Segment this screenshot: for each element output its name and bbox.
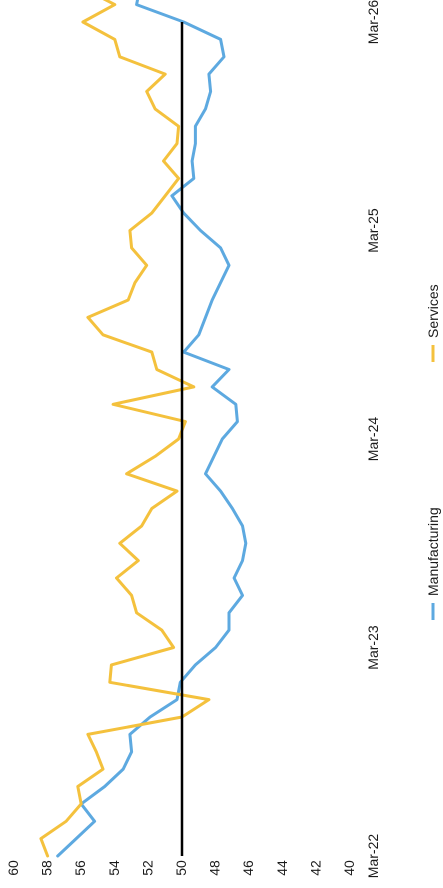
y-tick-label: 52	[139, 860, 155, 876]
y-tick-label: 48	[207, 860, 223, 876]
y-tick-label: 44	[274, 860, 290, 876]
y-axis-ticks: 40 42 44 46 48 50 52 54 56 58 60	[5, 860, 357, 876]
y-tick-label: 50	[173, 860, 189, 876]
x-axis-ticks: Mar-22 Mar-23 Mar-24 Mar-25 Mar-26	[365, 0, 381, 878]
legend-label-manufacturing: Manufacturing	[425, 507, 441, 596]
x-tick-label: Mar-22	[365, 834, 381, 879]
x-tick-label: Mar-23	[365, 625, 381, 670]
y-tick-label: 46	[240, 860, 256, 876]
y-tick-label: 60	[5, 860, 21, 876]
y-tick-label: 58	[39, 860, 55, 876]
series-layer	[39, 0, 248, 858]
x-tick-label: Mar-24	[365, 417, 381, 462]
series-line-services	[39, 0, 211, 858]
x-tick-label: Mar-26	[365, 0, 381, 44]
series-line-manufacturing	[56, 0, 248, 858]
x-tick-label: Mar-25	[365, 208, 381, 253]
y-tick-label: 40	[341, 860, 357, 876]
legend-label-services: Services	[425, 284, 441, 338]
y-tick-label: 54	[106, 860, 122, 876]
y-tick-label: 56	[72, 860, 88, 876]
legend: Manufacturing Services	[425, 284, 441, 620]
y-tick-label: 42	[307, 860, 323, 876]
